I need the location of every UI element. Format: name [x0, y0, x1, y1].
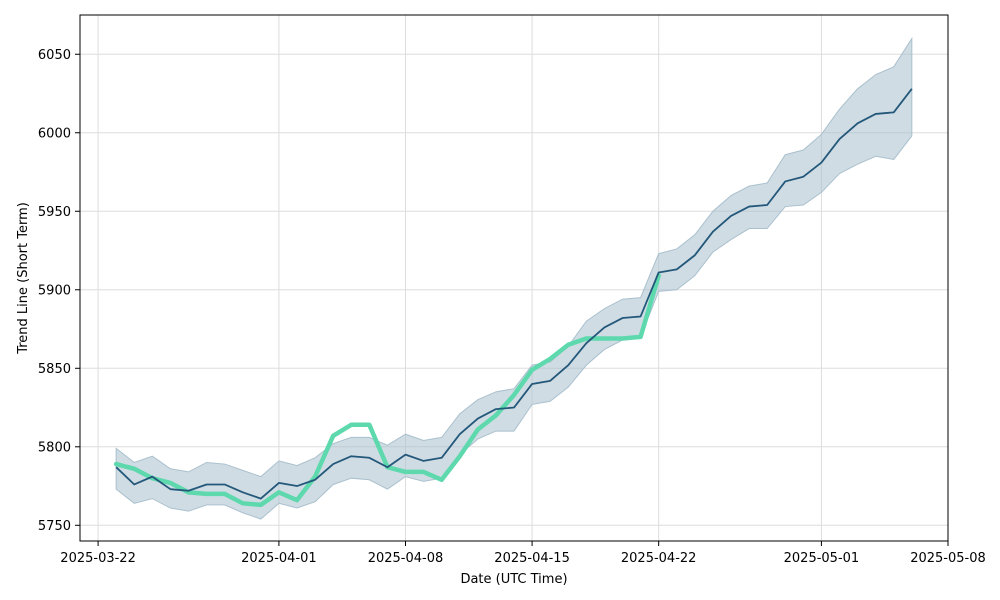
y-tick-label: 5800	[38, 440, 71, 455]
x-tick-label: 2025-05-01	[784, 551, 860, 566]
confidence-band	[115, 36, 913, 520]
x-axis-label: Date (UTC Time)	[460, 572, 567, 587]
x-tick-label: 2025-04-08	[368, 551, 444, 566]
y-tick-label: 5850	[38, 362, 71, 377]
grid-lines	[80, 15, 949, 541]
x-tick-label: 2025-04-15	[494, 551, 570, 566]
plot-frame	[79, 14, 949, 542]
y-axis-label: Trend Line (Short Term)	[16, 202, 31, 355]
y-axis-ticks: 5750 5800 5850 5900 5950 6000 6050	[38, 48, 80, 534]
x-axis-ticks: 2025-03-22 2025-04-01 2025-04-08 2025-04-15…	[60, 541, 986, 566]
y-tick-label: 5750	[38, 519, 71, 534]
x-tick-label: 2025-03-22	[60, 551, 136, 566]
y-tick-label: 5950	[38, 205, 71, 220]
trend-line	[115, 88, 913, 500]
y-tick-label: 6050	[38, 48, 71, 63]
confidence-band-area	[115, 36, 913, 520]
x-tick-label: 2025-05-08	[910, 551, 986, 566]
y-tick-label: 6000	[38, 126, 71, 141]
x-tick-label: 2025-04-01	[241, 551, 317, 566]
trend-series	[115, 88, 913, 500]
y-tick-label: 5900	[38, 283, 71, 298]
x-tick-label: 2025-04-22	[621, 551, 697, 566]
